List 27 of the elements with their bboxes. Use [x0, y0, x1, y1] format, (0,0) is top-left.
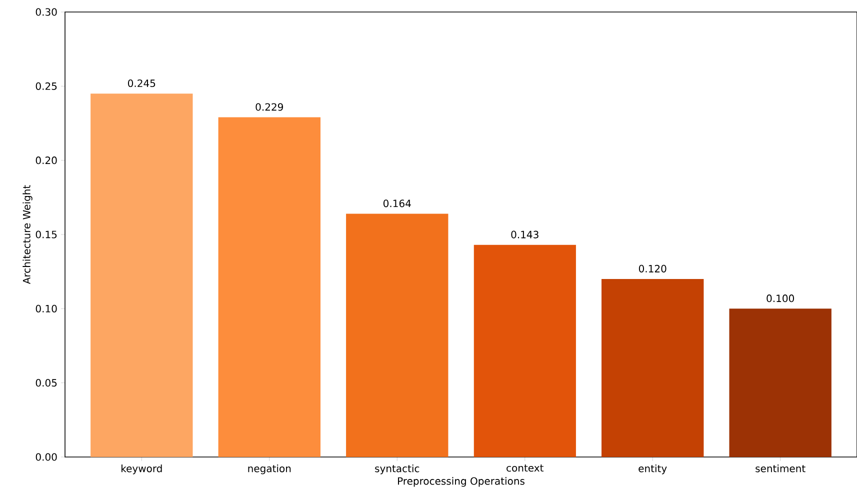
y-tick-label: 0.05: [36, 379, 57, 387]
data-label: 0.100: [766, 294, 794, 302]
x-tick-label: syntactic: [375, 464, 420, 474]
x-tick-label: keyword: [122, 464, 162, 474]
x-axis-title: Preprocessing Operations: [398, 477, 524, 487]
bar: [346, 214, 448, 457]
x-tick-label: context: [506, 464, 544, 472]
bar: [474, 244, 576, 457]
data-label: 0.143: [511, 230, 538, 238]
data-label: 0.245: [128, 79, 156, 88]
y-axis-title: Architecture Weight: [22, 185, 32, 284]
bar: [729, 308, 832, 457]
y-tick-label: 0.00: [36, 453, 57, 461]
bar: [90, 94, 193, 457]
data-label: 0.120: [638, 264, 666, 272]
data-label: 0.229: [256, 103, 283, 111]
bar: [218, 117, 320, 457]
y-tick-label: 0.20: [36, 156, 57, 164]
x-tick-label: sentiment: [756, 464, 806, 472]
y-tick-label: 0.15: [36, 230, 57, 238]
x-tick-label: negation: [248, 464, 291, 474]
y-tick-label: 0.25: [36, 82, 57, 90]
bar: [602, 278, 704, 457]
y-tick-label: 0.30: [36, 8, 57, 16]
x-tick-label: entity: [638, 464, 667, 474]
y-tick-label: 0.10: [36, 304, 57, 312]
data-label: 0.164: [383, 200, 411, 208]
